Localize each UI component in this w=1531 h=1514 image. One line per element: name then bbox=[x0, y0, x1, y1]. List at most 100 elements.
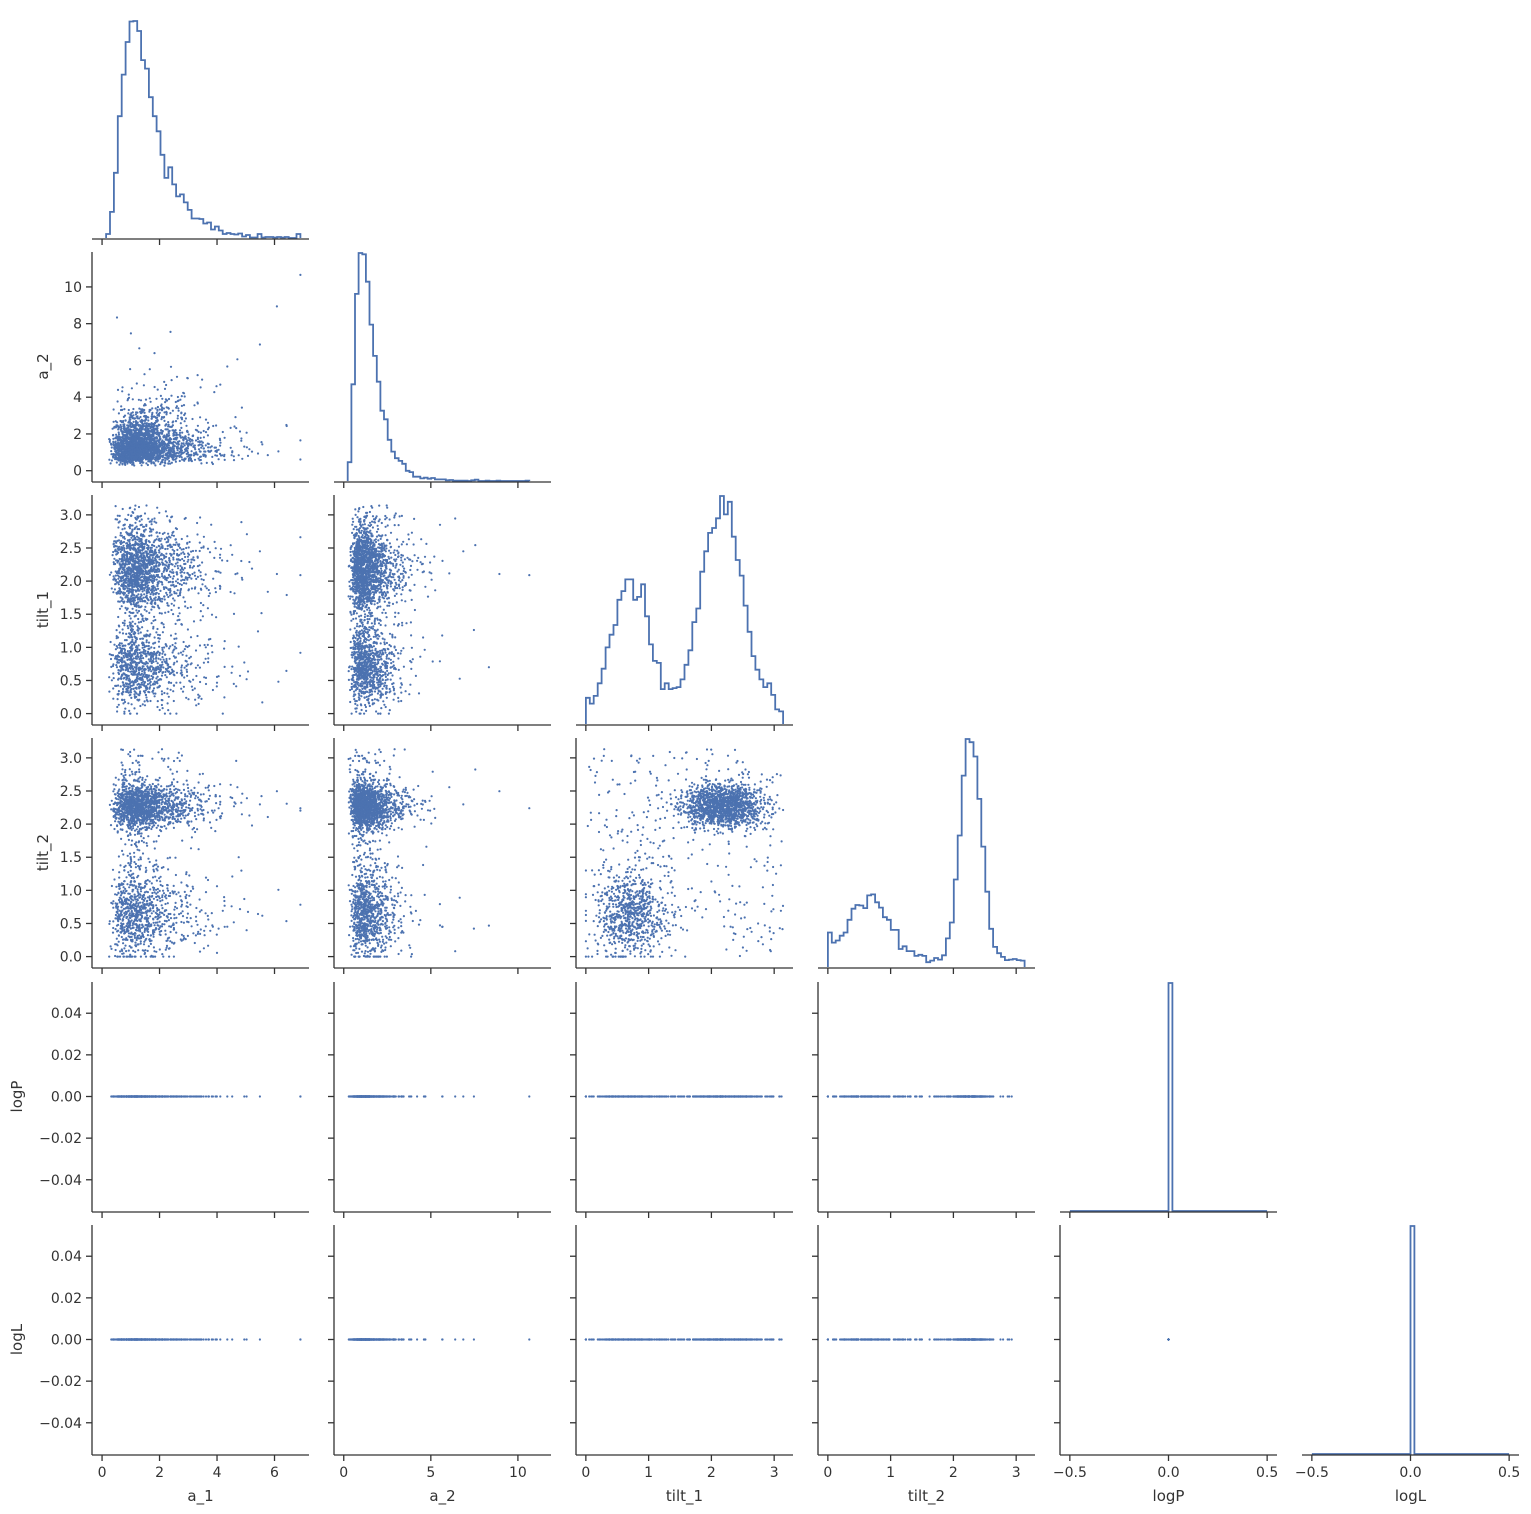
scatter-point bbox=[133, 456, 135, 458]
scatter-point bbox=[196, 454, 198, 456]
scatter-point bbox=[145, 618, 147, 620]
scatter-point bbox=[119, 669, 121, 671]
scatter-point bbox=[113, 677, 115, 679]
scatter-point bbox=[175, 656, 177, 658]
scatter-point bbox=[123, 551, 125, 553]
scatter-point bbox=[122, 456, 124, 458]
scatter-point bbox=[137, 590, 139, 592]
scatter-point bbox=[110, 450, 112, 452]
scatter-point bbox=[140, 651, 142, 653]
scatter-point bbox=[188, 574, 190, 576]
scatter-point bbox=[127, 650, 129, 652]
scatter-point bbox=[124, 620, 126, 622]
scatter-point bbox=[132, 559, 134, 561]
scatter-point bbox=[127, 670, 129, 672]
scatter-point bbox=[144, 425, 146, 427]
scatter-point bbox=[150, 426, 152, 428]
scatter-point bbox=[154, 386, 156, 388]
scatter-point bbox=[141, 538, 143, 540]
scatter-point bbox=[186, 675, 188, 677]
scatter-point bbox=[195, 675, 197, 677]
scatter-point bbox=[137, 632, 139, 634]
scatter-point bbox=[206, 462, 208, 464]
scatter-point bbox=[138, 672, 140, 674]
scatter-point bbox=[151, 413, 153, 415]
scatter-point bbox=[185, 436, 187, 438]
scatter-point bbox=[120, 409, 122, 411]
scatter-point bbox=[149, 554, 151, 556]
scatter-point bbox=[184, 563, 186, 565]
scatter-point bbox=[182, 392, 184, 394]
scatter-point bbox=[175, 637, 177, 639]
scatter-point bbox=[236, 358, 238, 360]
scatter-point bbox=[169, 589, 171, 591]
scatter-point bbox=[187, 607, 189, 609]
scatter-point bbox=[157, 430, 159, 432]
scatter-point bbox=[139, 600, 141, 602]
scatter-point bbox=[153, 616, 155, 618]
scatter-point bbox=[124, 574, 126, 576]
scatter-point bbox=[121, 437, 123, 439]
scatter-point bbox=[164, 447, 166, 449]
scatter-point bbox=[117, 526, 119, 528]
scatter-point bbox=[198, 703, 200, 705]
scatter-point bbox=[181, 584, 183, 586]
scatter-point bbox=[199, 450, 201, 452]
scatter-point bbox=[136, 429, 138, 431]
scatter-point bbox=[194, 575, 196, 577]
scatter-point bbox=[138, 557, 140, 559]
scatter-point bbox=[159, 576, 161, 578]
scatter-point bbox=[141, 518, 143, 520]
scatter-point bbox=[147, 683, 149, 685]
scatter-point bbox=[180, 669, 182, 671]
scatter-point bbox=[127, 412, 129, 414]
scatter-point bbox=[115, 518, 117, 520]
scatter-point bbox=[125, 668, 127, 670]
scatter-point bbox=[240, 437, 242, 439]
scatter-point bbox=[123, 624, 125, 626]
scatter-point bbox=[142, 665, 144, 667]
scatter-point bbox=[141, 411, 143, 413]
scatter-point bbox=[135, 692, 137, 694]
scatter-point bbox=[168, 408, 170, 410]
scatter-point bbox=[146, 602, 148, 604]
scatter-point bbox=[126, 519, 128, 521]
scatter-point bbox=[126, 601, 128, 603]
scatter-point bbox=[136, 677, 138, 679]
scatter-point bbox=[221, 559, 223, 561]
scatter-point bbox=[119, 631, 121, 633]
scatter-point bbox=[135, 413, 137, 415]
scatter-point bbox=[154, 432, 156, 434]
scatter-point bbox=[156, 507, 158, 509]
scatter-point bbox=[163, 659, 165, 661]
scatter-point bbox=[130, 617, 132, 619]
scatter-point bbox=[125, 688, 127, 690]
scatter-point bbox=[127, 399, 129, 401]
scatter-point bbox=[114, 437, 116, 439]
scatter-point bbox=[116, 561, 118, 563]
scatter-point bbox=[149, 430, 151, 432]
scatter-point bbox=[143, 690, 145, 692]
scatter-point bbox=[117, 698, 119, 700]
scatter-point bbox=[197, 374, 199, 376]
scatter-point bbox=[122, 702, 124, 704]
scatter-point bbox=[148, 456, 150, 458]
scatter-point bbox=[125, 596, 127, 598]
scatter-point bbox=[164, 388, 166, 390]
scatter-point bbox=[116, 461, 118, 463]
scatter-point bbox=[230, 544, 232, 546]
scatter-point bbox=[120, 648, 122, 650]
scatter-point bbox=[129, 680, 131, 682]
scatter-point bbox=[167, 533, 169, 535]
scatter-point bbox=[157, 451, 159, 453]
scatter-point bbox=[181, 566, 183, 568]
scatter-point bbox=[127, 686, 129, 688]
scatter-point bbox=[147, 700, 149, 702]
scatter-point bbox=[181, 664, 183, 666]
scatter-point bbox=[123, 460, 125, 462]
scatter-point bbox=[187, 556, 189, 558]
scatter-point bbox=[177, 578, 179, 580]
scatter-point bbox=[246, 533, 248, 535]
scatter-point bbox=[138, 439, 140, 441]
scatter-point bbox=[139, 416, 141, 418]
